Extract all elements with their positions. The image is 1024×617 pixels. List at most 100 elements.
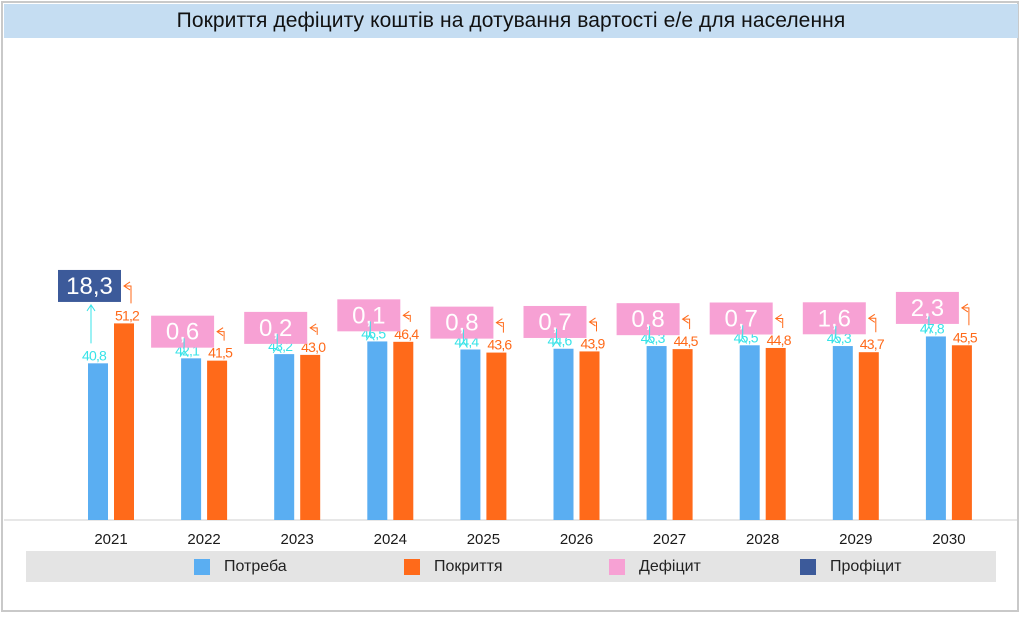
bar-value-label-coverage: 44,5 [674, 333, 699, 349]
bar-coverage [300, 354, 321, 520]
bar-need [460, 349, 481, 520]
coverage-connector [775, 318, 784, 328]
bar-need [832, 346, 853, 520]
coverage-connector [682, 318, 691, 330]
balance-box [337, 299, 401, 332]
coverage-connector [589, 321, 597, 332]
bar-value-label-coverage: 51,2 [115, 307, 140, 323]
bar-need [925, 336, 946, 520]
chart-title-text: Покриття дефіциту коштів на дотування ва… [176, 9, 846, 32]
bar-value-label-coverage: 46,4 [394, 326, 419, 342]
bar-need [88, 363, 108, 520]
bar-value-label-coverage: 41,5 [208, 345, 233, 361]
need-connector-arrow [645, 337, 655, 345]
need-connector-arrow [272, 345, 282, 354]
bar-coverage [393, 341, 414, 520]
bar-coverage [207, 360, 228, 520]
balance-box [895, 291, 959, 324]
balance-value-label: 1,6 [818, 305, 851, 332]
need-connector-arrow [458, 340, 468, 348]
x-tick-label: 2023 [281, 531, 314, 548]
chart-title: Покриття дефіциту коштів на дотування ва… [4, 4, 1018, 38]
balance-box [58, 269, 121, 302]
bar-coverage [579, 351, 600, 520]
coverage-connector-arrow [588, 317, 596, 327]
legend: Потреба Покриття Дефіцит Профіцит [26, 551, 996, 582]
coverage-connector-arrow [309, 323, 317, 333]
need-connector-arrow [179, 349, 189, 357]
x-tick-label: 2025 [467, 531, 500, 548]
coverage-connector-arrow [495, 318, 503, 328]
bar-need [646, 346, 667, 520]
bar-value-label-need: 40,8 [82, 347, 107, 363]
need-connector-arrow [86, 304, 96, 312]
x-tick-label: 2030 [932, 531, 965, 548]
coverage-connector-arrow [123, 281, 131, 291]
bar-need [553, 348, 574, 520]
coverage-connector-arrow [774, 314, 782, 323]
coverage-connector [217, 331, 225, 341]
bar-value-label-coverage: 43,0 [301, 339, 326, 355]
x-tick-label: 2027 [653, 531, 686, 548]
bar-need [739, 345, 760, 520]
need-connector-arrow [365, 333, 375, 341]
bar-value-label-coverage: 45,5 [953, 329, 978, 345]
coverage-connector [868, 317, 877, 333]
bar-coverage [672, 349, 693, 520]
x-tick-label: 2028 [746, 531, 779, 548]
balance-box [802, 302, 866, 335]
legend-label-deficit: Дефіцит [639, 557, 701, 575]
legend-swatch-need [194, 558, 210, 575]
coverage-connector-arrow [960, 303, 969, 313]
coverage-connector [310, 327, 318, 335]
bar-coverage [951, 345, 972, 520]
balance-value-label: 2,3 [911, 295, 944, 322]
legend-label-need: Потреба [224, 557, 287, 575]
bar-value-label-need: 47,8 [920, 320, 945, 336]
x-tick-label: 2026 [560, 531, 593, 548]
need-connector-arrow [831, 336, 841, 344]
balance-value-label: 0,7 [538, 309, 571, 336]
need-connector-arrow [738, 336, 748, 344]
bar-coverage [114, 323, 134, 520]
bar-coverage [858, 352, 879, 520]
bar-value-label-coverage: 43,6 [487, 337, 512, 353]
x-tick-label: 2024 [374, 531, 407, 548]
balance-value-label: 0,6 [166, 319, 199, 346]
bar-value-label-coverage: 44,8 [767, 332, 792, 348]
coverage-connector-arrow [216, 327, 224, 337]
coverage-connector-arrow [402, 310, 410, 320]
need-connector-arrow [552, 340, 561, 348]
need-connector-arrow [924, 326, 934, 334]
legend-item-surplus: Профіцит [800, 551, 901, 582]
balance-value-label: 0,1 [352, 302, 385, 329]
bar-coverage [486, 352, 507, 520]
coverage-connector [124, 285, 132, 304]
legend-label-coverage: Покриття [434, 557, 503, 575]
bar-value-label-coverage: 43,7 [860, 336, 885, 352]
coverage-connector [961, 307, 970, 326]
coverage-connector-arrow [681, 314, 689, 324]
bar-value-label-coverage: 43,9 [580, 335, 605, 351]
legend-item-need: Потреба [194, 551, 287, 582]
balance-box [430, 306, 494, 339]
coverage-connector [496, 322, 504, 333]
balance-box [151, 315, 215, 348]
balance-box [523, 305, 587, 338]
legend-label-surplus: Профіцит [830, 557, 902, 575]
balance-box [709, 302, 773, 335]
legend-item-deficit: Дефіцит [609, 551, 701, 582]
balance-value-label: 0,2 [259, 315, 292, 342]
balance-value-label: 0,8 [445, 310, 478, 337]
bar-need [274, 354, 295, 520]
legend-item-coverage: Покриття [404, 551, 503, 582]
bar-coverage [765, 347, 786, 520]
x-tick-label: 2021 [94, 531, 127, 548]
legend-swatch-deficit [609, 558, 625, 575]
balance-value-label: 0,8 [631, 306, 664, 333]
coverage-connector-arrow [867, 313, 876, 323]
coverage-connector [403, 314, 411, 322]
x-tick-label: 2029 [839, 531, 872, 548]
legend-swatch-surplus [800, 558, 816, 575]
